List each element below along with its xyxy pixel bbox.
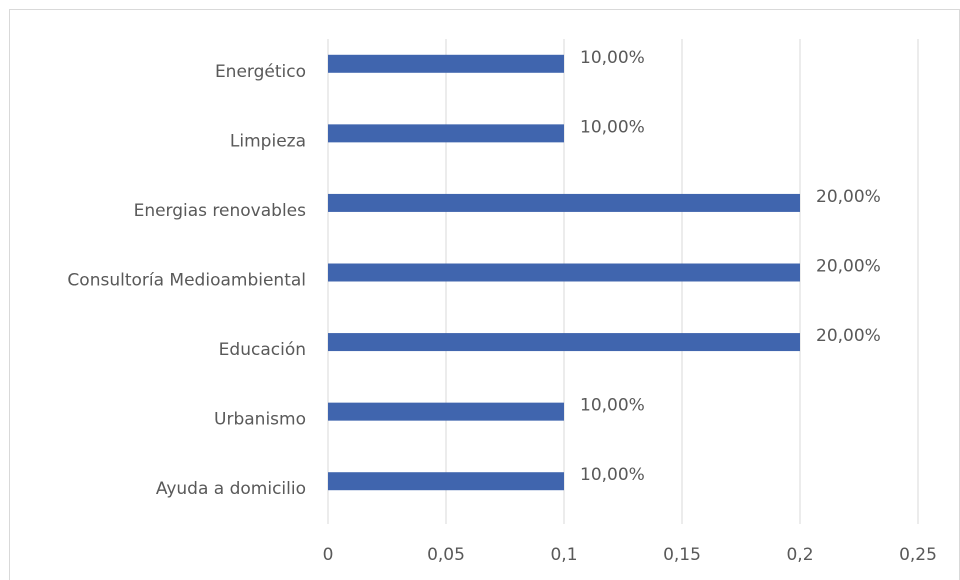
data-label: 20,00% — [816, 187, 881, 207]
y-tick-label: Ayuda a domicilio — [156, 479, 306, 499]
data-label: 20,00% — [816, 257, 881, 277]
data-label: 10,00% — [580, 48, 645, 68]
data-label: 10,00% — [580, 396, 645, 416]
x-tick-label: 0,15 — [663, 545, 701, 565]
x-tick-label: 0,25 — [899, 545, 937, 565]
x-tick-label: 0 — [323, 545, 334, 565]
y-tick-label: Energético — [215, 62, 306, 82]
bar — [328, 193, 800, 212]
data-label: 10,00% — [580, 465, 645, 485]
y-tick-label: Educación — [219, 340, 306, 360]
y-tick-label: Limpieza — [230, 131, 306, 151]
y-tick-label: Consultoría Medioambiental — [67, 271, 306, 291]
bar — [328, 263, 800, 282]
x-tick-label: 0,1 — [550, 545, 577, 565]
bar — [328, 472, 564, 491]
y-tick-label: Urbanismo — [214, 410, 306, 430]
x-tick-label: 0,2 — [786, 545, 813, 565]
x-tick-label: 0,05 — [427, 545, 465, 565]
bar — [328, 54, 564, 73]
bar — [328, 333, 800, 352]
bar — [328, 124, 564, 143]
y-tick-label: Energias renovables — [134, 201, 307, 221]
bar — [328, 402, 564, 421]
data-label: 10,00% — [580, 117, 645, 137]
data-label: 20,00% — [816, 326, 881, 346]
chart-border — [9, 9, 960, 580]
